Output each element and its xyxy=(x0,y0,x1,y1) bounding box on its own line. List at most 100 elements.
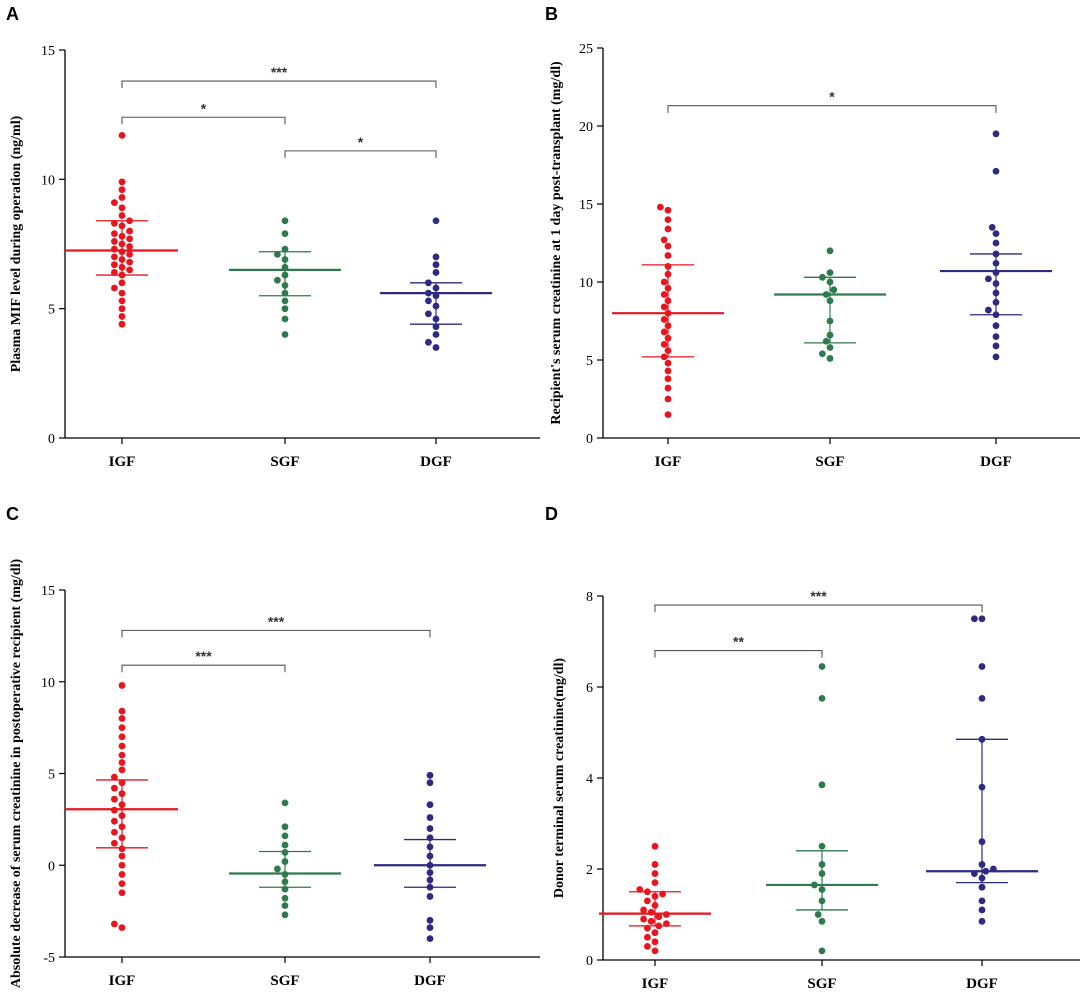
data-point-d-igf xyxy=(640,906,647,914)
panel-letter-d: D xyxy=(545,504,558,524)
data-point-a-dgf xyxy=(432,323,440,331)
data-point-c-igf xyxy=(118,861,126,869)
data-point-c-dgf xyxy=(426,814,434,821)
significance-label-a: *** xyxy=(271,64,288,80)
category-label-b: IGF xyxy=(655,454,682,470)
data-point-c-sgf xyxy=(281,823,289,831)
data-point-a-dgf xyxy=(425,338,432,346)
data-point-a-igf xyxy=(111,230,118,238)
data-point-b-igf xyxy=(657,203,664,211)
y-tick-label-d: 2 xyxy=(586,863,593,878)
data-point-a-igf xyxy=(118,186,126,194)
data-point-b-dgf xyxy=(985,306,992,314)
data-point-a-sgf xyxy=(274,276,281,284)
data-point-b-igf xyxy=(664,359,672,367)
data-point-a-dgf xyxy=(425,310,432,318)
data-point-b-igf xyxy=(664,375,672,383)
y-axis-title-d: Donor terminal serum creatinine(mg/dl) xyxy=(552,658,567,899)
y-tick-label-c: 5 xyxy=(48,768,55,783)
category-label-a: IGF xyxy=(109,454,136,470)
data-point-a-igf xyxy=(126,227,133,235)
y-tick-label-a: 0 xyxy=(48,432,55,447)
data-point-c-igf xyxy=(118,852,126,860)
data-point-a-igf xyxy=(126,266,133,274)
data-point-b-igf xyxy=(660,236,668,244)
data-point-b-dgf xyxy=(992,333,1000,340)
data-point-b-sgf xyxy=(826,355,834,362)
significance-label-c: *** xyxy=(195,648,212,664)
data-point-a-igf xyxy=(118,178,126,186)
significance-bracket-a xyxy=(121,116,286,125)
data-point-c-igf xyxy=(111,817,118,825)
y-tick-label-c: -5 xyxy=(43,951,55,966)
data-point-b-dgf xyxy=(992,230,1000,238)
y-tick-label-b: 5 xyxy=(586,354,593,369)
significance-bracket-a xyxy=(284,150,437,158)
data-point-a-igf xyxy=(111,269,118,276)
data-point-a-igf xyxy=(118,297,126,305)
data-point-c-dgf xyxy=(426,924,434,932)
y-axis-title-c: Absolute decrease of serum creatinine in… xyxy=(9,559,24,989)
y-tick-label-b: 15 xyxy=(579,198,593,213)
significance-label-b: * xyxy=(829,89,835,105)
data-point-b-dgf xyxy=(992,239,1000,247)
significance-bracket-c xyxy=(121,629,431,638)
category-label-c: SGF xyxy=(270,973,299,989)
data-point-a-igf xyxy=(111,238,118,245)
data-point-d-sgf xyxy=(818,663,826,670)
data-point-b-igf xyxy=(660,278,668,286)
data-point-d-igf xyxy=(651,861,659,868)
data-point-b-sgf xyxy=(826,344,834,351)
data-point-d-dgf xyxy=(978,883,986,891)
significance-label-c: *** xyxy=(268,613,285,629)
data-point-a-igf xyxy=(126,250,133,258)
data-point-d-dgf xyxy=(978,663,986,670)
category-label-a: DGF xyxy=(420,454,452,470)
data-point-b-dgf xyxy=(992,130,1000,138)
significance-label-d: ** xyxy=(733,634,744,650)
data-point-b-igf xyxy=(664,252,672,259)
data-point-d-sgf xyxy=(818,917,826,925)
data-point-c-igf xyxy=(118,733,126,741)
significance-label-a: * xyxy=(201,100,207,116)
data-point-d-dgf xyxy=(978,917,986,925)
significance-bracket-d xyxy=(654,650,823,658)
category-label-a: SGF xyxy=(270,454,299,470)
data-point-c-dgf xyxy=(426,893,434,900)
data-point-a-dgf xyxy=(432,217,440,225)
data-point-a-sgf xyxy=(281,305,289,313)
y-tick-label-d: 4 xyxy=(586,772,593,787)
data-point-a-igf xyxy=(118,212,126,219)
y-tick-label-a: 15 xyxy=(41,44,55,59)
category-label-b: SGF xyxy=(815,454,844,470)
significance-label-a: * xyxy=(358,134,364,150)
data-point-d-igf xyxy=(644,897,651,905)
y-tick-label-c: 0 xyxy=(48,859,55,874)
category-label-b: DGF xyxy=(980,454,1012,470)
data-point-d-dgf xyxy=(978,897,986,905)
data-point-b-igf xyxy=(664,384,672,392)
data-point-a-dgf xyxy=(432,269,440,276)
significance-bracket-b xyxy=(667,105,997,113)
data-point-b-igf xyxy=(664,395,672,403)
y-axis-title-a: Plasma MIF level during operation (ng/ml… xyxy=(9,115,24,372)
data-point-c-igf xyxy=(118,766,126,774)
data-point-d-dgf xyxy=(978,906,986,914)
data-point-a-igf xyxy=(118,194,126,201)
data-point-a-sgf xyxy=(281,230,289,238)
data-point-a-igf xyxy=(118,289,126,297)
data-point-c-sgf xyxy=(281,832,289,840)
y-tick-label-a: 10 xyxy=(41,173,55,188)
data-point-a-sgf xyxy=(281,315,289,323)
data-point-a-igf xyxy=(118,204,126,212)
data-point-d-igf xyxy=(644,942,651,950)
panel-letter-a: A xyxy=(6,4,19,24)
significance-bracket-c xyxy=(121,664,286,673)
data-point-c-dgf xyxy=(426,779,434,787)
data-point-a-igf xyxy=(118,320,126,328)
data-point-b-igf xyxy=(664,242,672,250)
data-point-a-dgf xyxy=(432,261,440,269)
data-point-a-dgf xyxy=(432,331,440,338)
data-point-d-sgf xyxy=(818,842,826,850)
data-point-d-igf xyxy=(647,917,655,925)
